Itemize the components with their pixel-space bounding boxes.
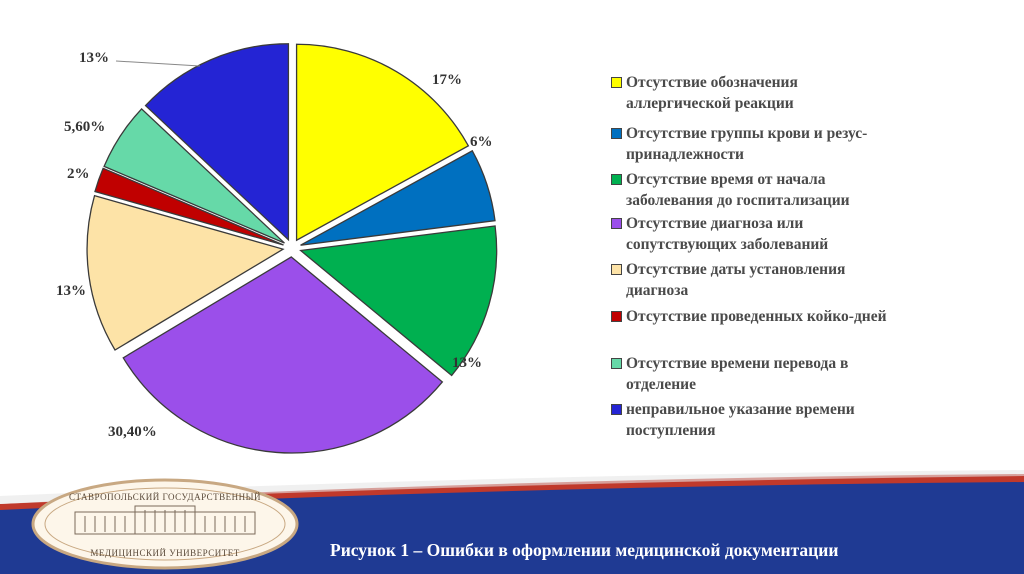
pie-slice bbox=[94, 167, 284, 246]
slice-data-label: 30,40% bbox=[108, 424, 157, 440]
logo-top-text: СТАВРОПОЛЬСКИЙ ГОСУДАРСТВЕННЫЙ bbox=[69, 492, 261, 502]
slice-data-label: 13% bbox=[79, 50, 109, 66]
pie-chart: 17% 6% 13% 30,40% 13% 2% 5,60% 13% bbox=[56, 43, 498, 454]
legend-swatch bbox=[611, 311, 622, 322]
legend-label: Отсутствие диагноза или bbox=[626, 215, 804, 232]
legend-item: Отсутствие обозначения аллергической реак… bbox=[611, 72, 991, 114]
slice-data-label: 2% bbox=[67, 166, 90, 182]
legend-item: Отсутствие время от начала заболевания до… bbox=[611, 169, 991, 211]
legend-label: Отсутствие проведенных койко-дней bbox=[626, 308, 887, 325]
legend-label: диагноза bbox=[626, 282, 689, 299]
legend-item: Отсутствие группы крови и резус-принадле… bbox=[611, 123, 991, 165]
legend-label: аллергической реакции bbox=[626, 95, 794, 112]
legend-label: Отсутствие даты установления bbox=[626, 261, 846, 278]
legend-label: Отсутствие группы крови и резус- bbox=[626, 125, 868, 142]
legend-label: поступления bbox=[626, 422, 716, 439]
slice-data-label: 13% bbox=[452, 355, 482, 371]
pie-slice bbox=[103, 107, 285, 244]
legend-label: Отсутствие времени перевода в bbox=[626, 355, 849, 372]
slice-data-label: 17% bbox=[432, 72, 462, 88]
footer: СТАВРОПОЛЬСКИЙ ГОСУДАРСТВЕННЫЙ МЕДИЦИНСК… bbox=[0, 470, 1024, 574]
pie-slice bbox=[299, 225, 498, 377]
legend-swatch bbox=[611, 128, 622, 139]
legend-swatch bbox=[611, 264, 622, 275]
legend-swatch bbox=[611, 404, 622, 415]
slice-data-label: 13% bbox=[56, 283, 86, 299]
university-logo: СТАВРОПОЛЬСКИЙ ГОСУДАРСТВЕННЫЙ МЕДИЦИНСК… bbox=[31, 478, 299, 570]
legend-item: Отсутствие даты установления диагноза bbox=[611, 259, 991, 301]
legend-item: неправильное указание времени поступления bbox=[611, 399, 991, 441]
label-leader-line bbox=[115, 60, 201, 67]
legend-label: Отсутствие обозначения bbox=[626, 74, 798, 91]
pie-slice bbox=[300, 149, 496, 246]
legend-label: отделение bbox=[626, 376, 696, 393]
legend-swatch bbox=[611, 218, 622, 229]
slice-data-label: 6% bbox=[470, 134, 493, 150]
figure-caption: Рисунок 1 – Ошибки в оформлении медицинс… bbox=[330, 540, 839, 560]
legend-label: Отсутствие время от начала bbox=[626, 171, 826, 188]
pie-slice bbox=[86, 194, 285, 351]
legend-label: заболевания до госпитализации bbox=[626, 192, 850, 209]
pie-slice bbox=[144, 43, 290, 242]
legend-item: Отсутствие времени перевода в отделение bbox=[611, 353, 991, 395]
building-icon bbox=[74, 505, 256, 535]
pie-slice bbox=[295, 43, 470, 242]
pie-slice bbox=[122, 256, 444, 454]
legend-swatch bbox=[611, 174, 622, 185]
legend-label: сопутствующих заболеваний bbox=[626, 236, 829, 253]
logo-bottom-text: МЕДИЦИНСКИЙ УНИВЕРСИТЕТ bbox=[90, 548, 239, 558]
legend-item: Отсутствие проведенных койко-дней bbox=[611, 306, 991, 327]
slice-data-label: 5,60% bbox=[64, 119, 105, 135]
legend-swatch bbox=[611, 358, 622, 369]
legend-item: Отсутствие диагноза или сопутствующих заб… bbox=[611, 213, 991, 255]
pie-chart-area: 17% 6% 13% 30,40% 13% 2% 5,60% 13% Отсутствие о… bbox=[56, 43, 991, 454]
legend-label: принадлежности bbox=[626, 146, 744, 163]
legend-swatch bbox=[611, 77, 622, 88]
legend-label: неправильное указание времени bbox=[626, 401, 855, 418]
